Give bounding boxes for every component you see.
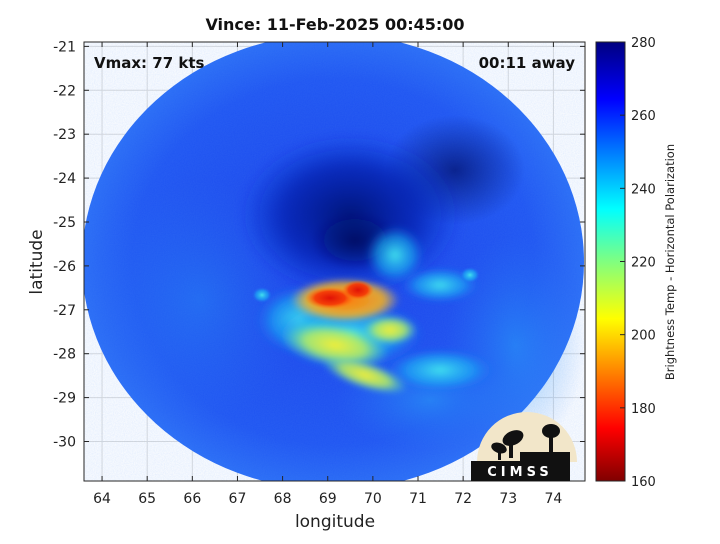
x-tick-label: 68 [274,491,292,507]
x-tick-label: 69 [319,491,337,507]
y-tick-label: -25 [53,215,76,231]
y-tick-label: -24 [53,171,76,187]
x-axis-label: longitude [295,512,375,532]
x-tick-label: 67 [229,491,247,507]
swath-image [84,42,585,481]
x-tick-label: 72 [454,491,472,507]
x-tick-label: 73 [499,491,517,507]
logo-band [471,461,570,481]
colorbar-tick-label: 200 [631,329,656,344]
x-tick-label: 71 [409,491,427,507]
colorbar-tick-label: 180 [631,402,656,417]
y-tick-label: -21 [53,39,76,55]
y-tick-label: -28 [53,347,76,363]
y-tick-label: -22 [53,83,76,99]
colorbar-tick-label: 240 [631,182,656,197]
colorbar-tick-label: 260 [631,109,656,124]
x-tick-label: 74 [544,491,562,507]
colorbar-ticks: 160 180 200 220 240 260 280 [620,36,656,490]
colorbar-label: Brightness Temp - Horizontal Polarizatio… [663,144,677,380]
y-axis-label: latitude [27,229,47,294]
time-offset-label: 00:11 away [479,54,576,72]
chart-title: Vince: 11-Feb-2025 00:45:00 [205,15,464,34]
axis-ticks: 64 65 66 67 68 69 70 71 72 73 74 -21 -22 -23 -24 -25 -26… [53,39,585,507]
y-tick-label: -29 [53,391,76,407]
x-tick-label: 66 [183,491,201,507]
x-tick-label: 64 [93,491,111,507]
colorbar-tick-label: 280 [631,36,656,51]
y-tick-label: -26 [53,259,76,275]
axes-frame [83,41,586,482]
cimss-logo: CIMSS [471,412,577,481]
colorbar-tick-label: 220 [631,256,656,271]
colorbar-tick-label: 160 [631,475,656,490]
y-tick-label: -27 [53,303,76,319]
y-tick-label: -23 [53,127,76,143]
x-tick-label: 65 [138,491,156,507]
logo-text: CIMSS [487,465,552,480]
y-tick-label: -30 [53,434,76,450]
vmax-label: Vmax: 77 kts [94,54,204,72]
x-tick-label: 70 [364,491,382,507]
